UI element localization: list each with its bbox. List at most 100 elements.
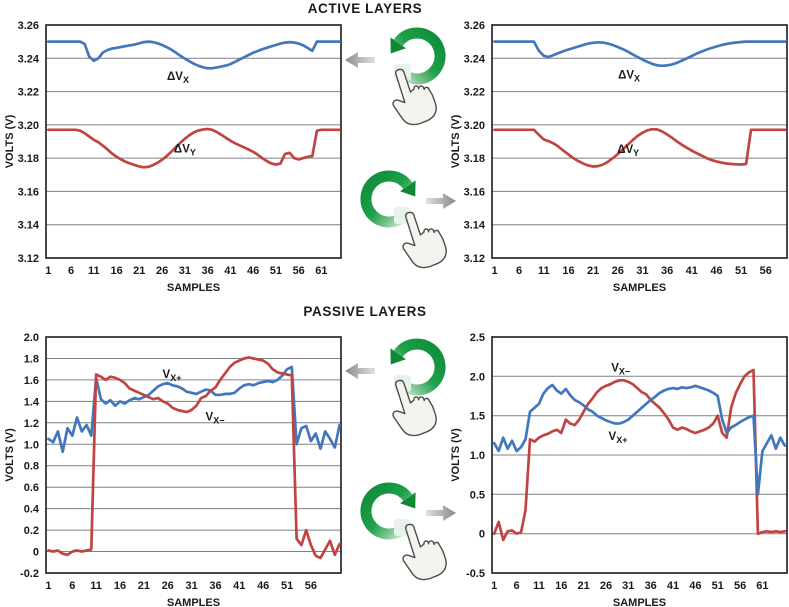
plot-border bbox=[491, 24, 788, 259]
x-tick-label: 61 bbox=[756, 580, 768, 592]
y-tick-label: 0.6 bbox=[24, 482, 39, 494]
y-tick-label: 3.22 bbox=[18, 87, 39, 99]
y-tick-label: 3.26 bbox=[18, 20, 39, 32]
chart-passive-left-container: 2.0 1.8 1.6 1.4 1.2 1.0 0.8 0.6 0.4 0.2 0 -0.2 1 6 11 1… bbox=[0, 326, 352, 607]
gesture-rotate-ccw-active bbox=[344, 26, 462, 139]
y-tick-label: 3.26 bbox=[464, 20, 485, 32]
x-tick-label: 16 bbox=[555, 580, 567, 592]
x-tick-label: 31 bbox=[622, 580, 634, 592]
arrow-right-icon bbox=[426, 193, 456, 209]
x-tick-label: 21 bbox=[587, 265, 599, 277]
x-tick-label: 51 bbox=[712, 580, 724, 592]
x-tick-label: 41 bbox=[224, 265, 236, 277]
y-tick-label: 3.20 bbox=[18, 120, 39, 132]
series-line-dVX bbox=[46, 40, 341, 70]
x-tick-label: 26 bbox=[162, 580, 174, 592]
x-tick-label: 31 bbox=[636, 265, 648, 277]
y-tick-label: 3.20 bbox=[464, 120, 485, 132]
x-tick-label: 61 bbox=[315, 265, 327, 277]
x-tick-label: 56 bbox=[293, 265, 305, 277]
y-tick-label: 3.18 bbox=[464, 153, 485, 165]
rotate-counterclockwise-arrow-icon bbox=[383, 33, 440, 79]
arrow-left-icon bbox=[345, 52, 375, 68]
x-tick-label: 6 bbox=[68, 265, 74, 277]
x-axis-label: SAMPLES bbox=[613, 597, 666, 607]
series-line-dVY bbox=[493, 127, 787, 168]
x-axis-label: SAMPLES bbox=[613, 282, 666, 294]
y-tick-label: 2.5 bbox=[470, 332, 485, 344]
y-tick-label: 3.16 bbox=[18, 186, 39, 198]
y-tick-label: 1.2 bbox=[24, 418, 39, 430]
y-axis-label: VOLTS (V) bbox=[4, 428, 16, 482]
y-tick-label: 3.24 bbox=[464, 53, 486, 65]
x-tick-label: 56 bbox=[734, 580, 746, 592]
series-label-VX-: VX− bbox=[206, 412, 225, 426]
x-tick-label: 6 bbox=[69, 580, 75, 592]
x-tick-label: 56 bbox=[760, 265, 772, 277]
x-tick-label: 46 bbox=[257, 580, 269, 592]
x-tick-label: 51 bbox=[270, 265, 282, 277]
y-axis-label: VOLTS (V) bbox=[4, 114, 16, 168]
x-tick-label: 41 bbox=[686, 265, 698, 277]
chart-passive-right: 2.52.01.51.00.50-0.51 6 11 16 21 26 31 36 41 46 51… bbox=[450, 332, 788, 607]
x-tick-label: 1 bbox=[491, 580, 497, 592]
y-tick-label: 3.16 bbox=[464, 186, 485, 198]
y-tick-label: 3.14 bbox=[18, 220, 40, 232]
section-title-passive: PASSIVE LAYERS bbox=[303, 304, 427, 319]
x-tick-label: 1 bbox=[45, 265, 51, 277]
y-axis-label: VOLTS (V) bbox=[450, 114, 462, 168]
plot-border bbox=[491, 336, 788, 574]
series-line-VX- bbox=[492, 368, 787, 542]
series-label-dVY: ΔVY bbox=[617, 144, 639, 158]
y-tick-label: 3.18 bbox=[18, 153, 39, 165]
y-tick-label: 1.4 bbox=[24, 396, 40, 408]
series-label-VX+: VX+ bbox=[609, 431, 628, 445]
x-tick-label: 46 bbox=[689, 580, 701, 592]
x-axis-label: SAMPLES bbox=[167, 282, 220, 294]
x-axis-label: SAMPLES bbox=[167, 597, 220, 607]
gesture-rotate-ccw-passive bbox=[344, 337, 462, 450]
plot-border bbox=[45, 24, 342, 259]
y-tick-label: 2.0 bbox=[24, 332, 39, 344]
x-tick-label: 26 bbox=[600, 580, 612, 592]
x-tick-label: 11 bbox=[88, 265, 100, 277]
x-tick-label: 21 bbox=[138, 580, 150, 592]
chart-active-left-container: 3.26 3.24 3.22 3.20 3.18 3.16 3.14 3.12 1 6 11 16 21… bbox=[0, 14, 352, 311]
arrow-right-icon bbox=[426, 505, 456, 521]
y-tick-label: -0.2 bbox=[20, 568, 39, 580]
x-tick-label: 36 bbox=[209, 580, 221, 592]
x-tick-label: 41 bbox=[233, 580, 245, 592]
series-line-dVY bbox=[46, 127, 341, 169]
series-line-dVX bbox=[493, 40, 787, 68]
x-tick-label: 16 bbox=[562, 265, 574, 277]
chart-passive-left: 2.01.81.61.41.21.00.80.60.40.20-0.21 6 11 1… bbox=[4, 332, 342, 607]
series-label-dVX: ΔVX bbox=[618, 69, 640, 83]
x-tick-label: 11 bbox=[538, 265, 550, 277]
x-tick-label: 21 bbox=[577, 580, 589, 592]
y-tick-label: 1.8 bbox=[24, 354, 39, 366]
y-tick-label: 3.12 bbox=[464, 253, 485, 265]
x-tick-label: 36 bbox=[645, 580, 657, 592]
y-tick-label: 3.24 bbox=[18, 53, 40, 65]
y-tick-label: 1.0 bbox=[470, 450, 485, 462]
y-tick-label: 0 bbox=[479, 529, 485, 541]
x-tick-label: 6 bbox=[514, 580, 520, 592]
y-tick-label: 3.14 bbox=[464, 220, 486, 232]
y-tick-label: 0 bbox=[33, 547, 39, 559]
x-tick-label: 21 bbox=[133, 265, 145, 277]
chart-passive-right-container: 2.5 2.0 1.5 1.0 0.5 0 -0.5 1 6 11 16 21 26 31 36 41 46 51… bbox=[446, 326, 789, 607]
x-tick-label: 36 bbox=[661, 265, 673, 277]
series-label-dVY: ΔVY bbox=[174, 143, 196, 157]
x-tick-label: 41 bbox=[667, 580, 679, 592]
arrow-left-icon bbox=[345, 363, 375, 379]
plot-border bbox=[45, 336, 342, 574]
series-label-VX+: VX+ bbox=[163, 369, 182, 383]
x-tick-label: 46 bbox=[247, 265, 259, 277]
x-tick-label: 1 bbox=[45, 580, 51, 592]
series-line-VX+ bbox=[492, 383, 787, 496]
x-tick-label: 51 bbox=[735, 265, 747, 277]
series-line-VX- bbox=[47, 356, 341, 560]
x-tick-label: 51 bbox=[281, 580, 293, 592]
y-tick-label: 1.6 bbox=[24, 375, 39, 387]
x-tick-label: 26 bbox=[612, 265, 624, 277]
